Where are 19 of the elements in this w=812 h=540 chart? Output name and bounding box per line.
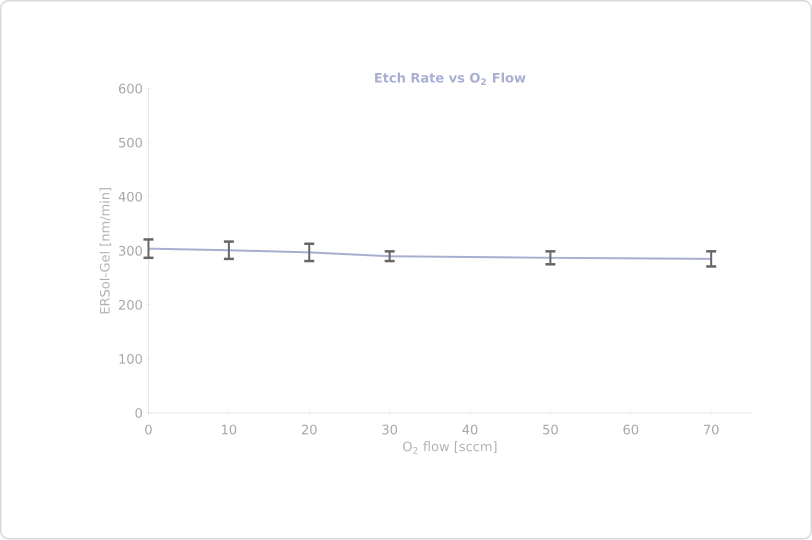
y-tick-label: 300 xyxy=(119,246,142,256)
y-tick-label: 600 xyxy=(118,84,142,94)
y-axis-title: ERSol-Gel [nm/min] xyxy=(100,188,112,314)
y-tick-label: 100 xyxy=(119,354,142,364)
x-tick-label: 70 xyxy=(704,424,719,435)
chart-title: Etch Rate vs O$_{2}$ Flow xyxy=(375,72,526,86)
x-tick-label: 40 xyxy=(462,424,478,435)
x-tick-label: 60 xyxy=(623,424,638,435)
x-tick-label: 30 xyxy=(382,424,398,435)
x-tick-label: 0 xyxy=(145,424,152,435)
y-tick-label: 200 xyxy=(119,300,142,310)
y-tick-label: 400 xyxy=(118,192,142,202)
x-tick-label: 20 xyxy=(302,424,317,435)
x-tick-label: 50 xyxy=(543,424,558,435)
y-tick-label: 500 xyxy=(119,138,142,148)
line-series xyxy=(147,248,712,260)
x-axis-title: O$_{2}$ flow [sccm] xyxy=(403,442,496,454)
x-tick-label: 10 xyxy=(222,424,236,435)
y-tick-label: 0 xyxy=(135,408,142,418)
